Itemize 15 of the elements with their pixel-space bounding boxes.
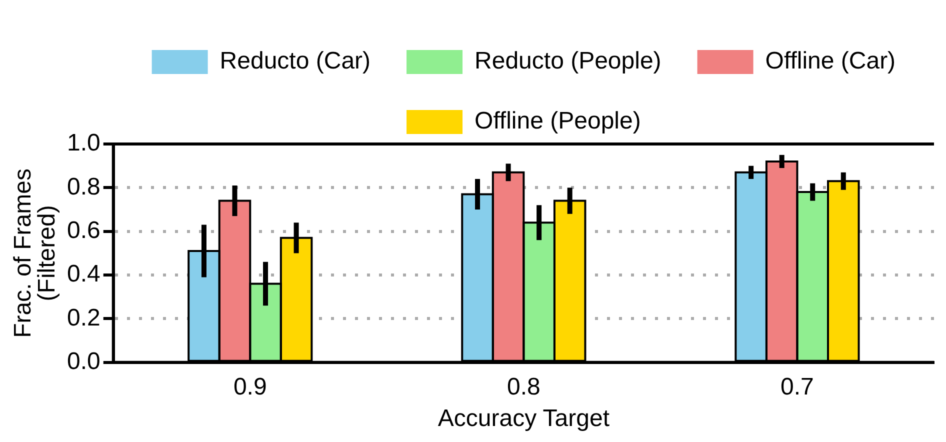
- legend-label: Offline (Car): [765, 48, 896, 75]
- y-tick-label: 0.8: [66, 173, 100, 200]
- legend-label: Reducto (Car): [220, 48, 371, 75]
- x-axis-title: Accuracy Target: [438, 405, 610, 432]
- y-tick-label: 0.0: [66, 348, 100, 376]
- legend-label: Reducto (People): [474, 48, 662, 75]
- x-tick-label: 0.8: [506, 373, 540, 400]
- legend-label: Offline (People): [474, 108, 641, 135]
- y-tick-label: 1.0: [66, 130, 100, 157]
- y-tick-label: 0.2: [66, 304, 100, 332]
- y-tick-label: 0.6: [66, 216, 100, 244]
- x-tick-label: 0.9: [233, 373, 267, 400]
- y-tick-label: 0.4: [66, 260, 100, 288]
- x-tick-label: 0.7: [780, 373, 814, 400]
- y-axis-title: Frac. of Frames (Filtered): [10, 168, 61, 338]
